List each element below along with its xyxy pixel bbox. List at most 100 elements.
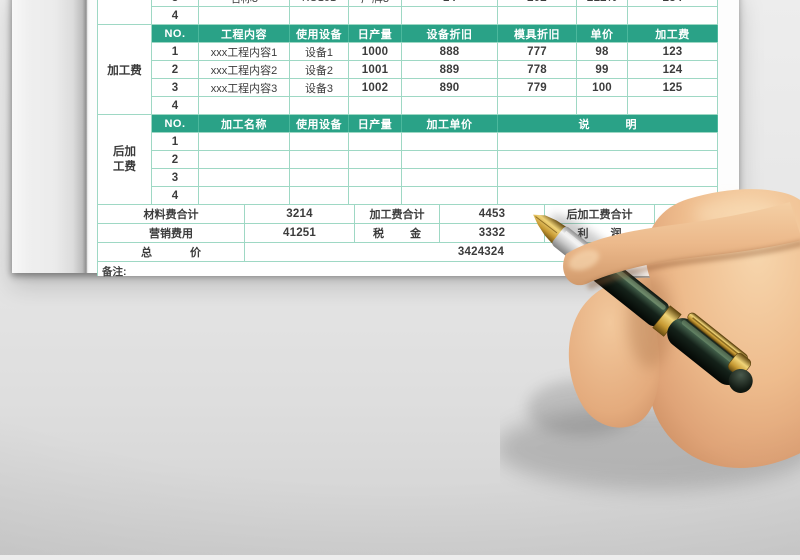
cell-empty bbox=[402, 97, 498, 114]
cell-mold-dep: 779 bbox=[498, 79, 577, 96]
cell-value: 202 bbox=[498, 0, 577, 6]
cell-no: 3 bbox=[152, 169, 199, 186]
table-row: 1 bbox=[152, 133, 718, 151]
table-row: 4 bbox=[152, 7, 718, 25]
table-row: 4 bbox=[152, 187, 718, 205]
cell-fee: 124 bbox=[628, 61, 718, 78]
cell-empty bbox=[498, 169, 718, 186]
cell-empty bbox=[290, 187, 349, 204]
cell-empty bbox=[199, 97, 290, 114]
cell-no: 2 bbox=[152, 61, 199, 78]
cell-value: 212% bbox=[577, 0, 628, 6]
cell-empty bbox=[290, 169, 349, 186]
cell-empty bbox=[199, 169, 290, 186]
col-header-process-unit-price: 加工单价 bbox=[402, 115, 498, 132]
cell-unit-price: 98 bbox=[577, 43, 628, 60]
cell-empty bbox=[199, 133, 290, 150]
table-row: 3 bbox=[152, 169, 718, 187]
cell-empty bbox=[290, 151, 349, 168]
cell-equip-dep: 889 bbox=[402, 61, 498, 78]
cell-output: 1001 bbox=[349, 61, 402, 78]
cell-no: 4 bbox=[152, 7, 199, 24]
cell-empty bbox=[349, 187, 402, 204]
col-header-mold-depreciation: 模具折旧 bbox=[498, 25, 577, 42]
section-label-processing: 加工费 bbox=[97, 25, 152, 115]
cell-empty bbox=[290, 133, 349, 150]
col-header-daily-output: 日产量 bbox=[349, 25, 402, 42]
cell-empty bbox=[577, 7, 628, 24]
hand-index-finger bbox=[563, 202, 800, 286]
cell-empty bbox=[349, 133, 402, 150]
pen-clip-ridge bbox=[692, 317, 743, 358]
cell-empty bbox=[199, 7, 290, 24]
cell-name: 名称3 bbox=[199, 0, 290, 6]
cell-empty bbox=[498, 133, 718, 150]
cell-empty bbox=[349, 97, 402, 114]
cell-value: 234 bbox=[628, 0, 718, 6]
col-header-unit-price: 单价 bbox=[577, 25, 628, 42]
index-finger-shading bbox=[586, 240, 800, 290]
cell-equip-dep: 890 bbox=[402, 79, 498, 96]
cell-empty bbox=[349, 169, 402, 186]
col-header-equipment: 使用设备 bbox=[290, 25, 349, 42]
value-material-total: 3214 bbox=[245, 205, 355, 223]
label-processing-total: 加工费合计 bbox=[355, 205, 440, 223]
cell-empty bbox=[402, 133, 498, 150]
col-header-content: 工程内容 bbox=[199, 25, 290, 42]
paper-curled-edge bbox=[12, 0, 90, 273]
cell-content: xxx工程内容1 bbox=[199, 43, 290, 60]
cell-no: 3 bbox=[152, 79, 199, 96]
pen-cap-sheen bbox=[681, 320, 737, 365]
pen-nib-slit bbox=[535, 216, 558, 234]
col-header-process-name: 加工名称 bbox=[199, 115, 290, 132]
spreadsheet-paper-sheet: 3 名称3 KO101 产牌3 14 202 212% 234 4 bbox=[12, 0, 739, 278]
cell-empty bbox=[498, 7, 577, 24]
cell-no: 4 bbox=[152, 187, 199, 204]
cell-empty bbox=[402, 169, 498, 186]
section-label-empty bbox=[97, 0, 152, 25]
section-label-post-processing: 后加工费 bbox=[97, 115, 152, 205]
table-row: 3 xxx工程内容3 设备3 1002 890 779 100 125 bbox=[152, 79, 718, 97]
col-header-no: NO. bbox=[152, 25, 199, 42]
section-post-processing-fee: 后加工费 NO. 加工名称 使用设备 日产量 加工单价 说明 1 bbox=[97, 115, 718, 205]
col-header-equip-depreciation: 设备折旧 bbox=[402, 25, 498, 42]
cell-no: 1 bbox=[152, 133, 199, 150]
cell-empty bbox=[498, 151, 718, 168]
section-processing-fee: 加工费 NO. 工程内容 使用设备 日产量 设备折旧 模具折旧 单价 加工费 1… bbox=[97, 25, 718, 115]
col-header-daily-output: 日产量 bbox=[349, 115, 402, 132]
cell-no: 1 bbox=[152, 43, 199, 60]
col-header-equipment: 使用设备 bbox=[290, 115, 349, 132]
cell-no: 4 bbox=[152, 97, 199, 114]
cell-mold-dep: 778 bbox=[498, 61, 577, 78]
cell-output: 1002 bbox=[349, 79, 402, 96]
label-tax: 税金 bbox=[355, 224, 440, 242]
cell-empty bbox=[349, 7, 402, 24]
col-header-remark: 说明 bbox=[498, 115, 718, 132]
index-fingertip-highlight bbox=[568, 249, 600, 271]
cell-equipment: 设备2 bbox=[290, 61, 349, 78]
cell-no: 2 bbox=[152, 151, 199, 168]
pen-cap bbox=[667, 318, 744, 386]
hand-holding-fountain-pen-photo bbox=[500, 189, 800, 490]
cell-no: 3 bbox=[152, 0, 199, 6]
col-header-processing-fee: 加工费 bbox=[628, 25, 718, 42]
cell-empty bbox=[402, 151, 498, 168]
cell-fee: 123 bbox=[628, 43, 718, 60]
section-materials-partial: 3 名称3 KO101 产牌3 14 202 212% 234 4 bbox=[97, 0, 718, 25]
table-row: 1 xxx工程内容1 设备1 1000 888 777 98 123 bbox=[152, 43, 718, 61]
cell-empty bbox=[402, 7, 498, 24]
cell-empty bbox=[199, 187, 290, 204]
cell-empty bbox=[290, 7, 349, 24]
cell-equipment: 设备1 bbox=[290, 43, 349, 60]
cell-empty bbox=[349, 151, 402, 168]
notes-row: 备注: bbox=[97, 262, 718, 278]
table-header-row: NO. 加工名称 使用设备 日产量 加工单价 说明 bbox=[152, 115, 718, 133]
cell-empty bbox=[628, 97, 718, 114]
cell-empty bbox=[199, 151, 290, 168]
value-marketing-expense: 41251 bbox=[245, 224, 355, 242]
cell-unit-price: 99 bbox=[577, 61, 628, 78]
cell-empty bbox=[628, 7, 718, 24]
cell-mold-dep: 777 bbox=[498, 43, 577, 60]
table-row: 3 名称3 KO101 产牌3 14 202 212% 234 bbox=[152, 0, 718, 7]
